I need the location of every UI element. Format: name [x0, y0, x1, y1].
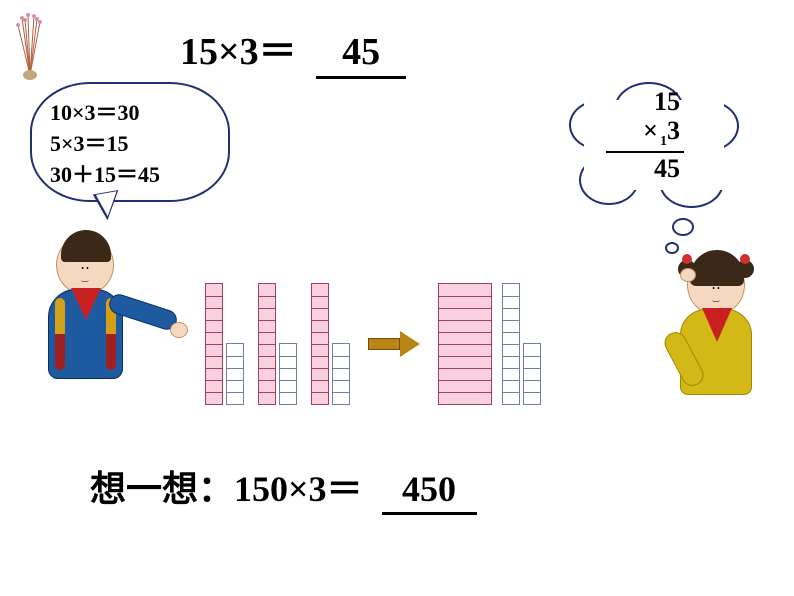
pink-stack — [438, 283, 492, 405]
think-label: 想一想： — [90, 469, 234, 509]
girl-illustration: • •‿ — [656, 255, 776, 425]
right-block-group — [438, 283, 541, 405]
thought-puff — [672, 218, 694, 236]
vertical-multiplication: 15 ×13 45 — [612, 88, 684, 184]
vertical-row2: ×13 — [612, 117, 684, 150]
bottom-expression: 150×3＝ — [234, 469, 363, 509]
blocks-diagram — [205, 240, 645, 405]
mult-sign: × — [643, 116, 658, 145]
multiplier: 3 — [667, 116, 680, 145]
boy-speech-bubble: 10×3＝30 5×3＝15 30＋15＝45 — [30, 82, 230, 202]
carry-digit: 1 — [660, 134, 667, 149]
vertical-top: 15 — [612, 88, 684, 117]
white-stack — [523, 343, 541, 405]
boy-illustration: • •‿ — [20, 235, 150, 405]
girl-hand — [680, 268, 696, 282]
plant-decoration — [10, 10, 50, 80]
pink-stack — [311, 283, 329, 405]
main-equation: 15×3＝ 45 — [180, 20, 406, 79]
white-stack — [279, 343, 297, 405]
white-stack — [332, 343, 350, 405]
main-answer: 45 — [316, 30, 406, 79]
boy-hand — [170, 322, 188, 338]
calc-line — [606, 151, 684, 153]
bottom-answer: 450 — [382, 468, 477, 515]
main-expression: 15×3＝ — [180, 31, 297, 73]
breakdown-line-1: 10×3＝30 — [50, 98, 210, 129]
breakdown-line-2: 5×3＝15 — [50, 129, 210, 160]
girl-thought-cloud: 15 ×13 45 — [564, 80, 744, 210]
white-stack — [502, 283, 520, 405]
bottom-question: 想一想：150×3＝ 450 — [90, 460, 477, 515]
breakdown-line-3: 30＋15＝45 — [50, 160, 210, 191]
white-stack — [226, 343, 244, 405]
arrow-icon — [368, 333, 420, 355]
vertical-result: 45 — [612, 155, 684, 184]
thought-puff — [665, 242, 679, 254]
left-block-group — [205, 283, 350, 405]
pink-stack — [258, 283, 276, 405]
pink-stack — [205, 283, 223, 405]
speech-bubble-tail — [93, 190, 123, 222]
